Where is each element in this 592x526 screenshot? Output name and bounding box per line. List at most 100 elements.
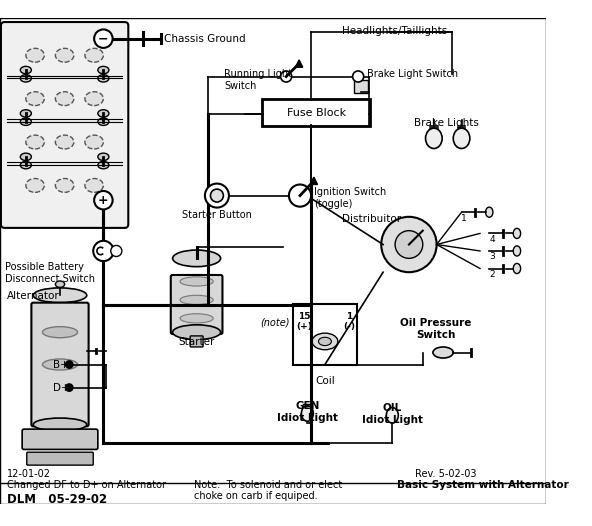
Ellipse shape (20, 118, 31, 125)
Ellipse shape (98, 110, 109, 117)
Ellipse shape (26, 178, 44, 193)
Text: 15
(+): 15 (+) (297, 312, 313, 331)
Ellipse shape (318, 337, 332, 346)
Text: Oil Pressure
Switch: Oil Pressure Switch (400, 318, 471, 340)
Ellipse shape (20, 161, 31, 169)
Text: 4: 4 (489, 235, 495, 244)
Ellipse shape (426, 128, 442, 148)
Text: +: + (98, 194, 109, 207)
Circle shape (281, 71, 292, 82)
Ellipse shape (180, 295, 213, 305)
Circle shape (353, 71, 363, 82)
Ellipse shape (56, 48, 74, 62)
Text: Starter Button: Starter Button (182, 210, 252, 220)
FancyBboxPatch shape (190, 336, 203, 347)
Text: Ignition Switch
(toggle): Ignition Switch (toggle) (314, 187, 386, 209)
Text: OIL
Idiot Light: OIL Idiot Light (362, 403, 423, 425)
Circle shape (94, 29, 112, 48)
Ellipse shape (33, 418, 87, 431)
Text: Headlights/Taillights: Headlights/Taillights (342, 26, 447, 36)
Ellipse shape (513, 228, 520, 238)
Circle shape (111, 246, 122, 257)
FancyBboxPatch shape (353, 80, 368, 93)
Ellipse shape (173, 250, 221, 267)
Circle shape (211, 189, 223, 202)
Circle shape (93, 241, 114, 261)
FancyBboxPatch shape (1, 22, 128, 228)
Text: Note:  To solenoid and or elect
choke on carb if equiped.: Note: To solenoid and or elect choke on … (194, 480, 342, 501)
Polygon shape (295, 60, 303, 67)
Ellipse shape (85, 135, 104, 149)
Text: 3: 3 (489, 252, 495, 261)
Circle shape (289, 185, 311, 207)
Circle shape (381, 217, 437, 272)
Text: Brake Light Switch: Brake Light Switch (368, 69, 459, 79)
Ellipse shape (453, 128, 470, 148)
Ellipse shape (98, 153, 109, 160)
Ellipse shape (56, 135, 74, 149)
Text: Fuse Block: Fuse Block (287, 107, 346, 117)
Ellipse shape (98, 161, 109, 169)
Circle shape (66, 361, 73, 368)
Text: 1: 1 (461, 214, 467, 222)
Ellipse shape (513, 264, 520, 274)
Polygon shape (310, 177, 317, 185)
Text: Running Light
Switch: Running Light Switch (224, 69, 292, 90)
Ellipse shape (98, 66, 109, 74)
Ellipse shape (20, 153, 31, 160)
Ellipse shape (312, 333, 338, 350)
Ellipse shape (20, 75, 31, 82)
Text: Alternator: Alternator (7, 291, 60, 301)
Text: Possible Battery
Disconnect Switch: Possible Battery Disconnect Switch (5, 262, 95, 284)
Ellipse shape (433, 347, 453, 358)
Text: Changed DF to D+ on Alternator: Changed DF to D+ on Alternator (7, 480, 166, 490)
Ellipse shape (173, 325, 221, 340)
Ellipse shape (98, 118, 109, 125)
Text: Distribuitor: Distribuitor (342, 214, 401, 224)
Ellipse shape (85, 178, 104, 193)
Ellipse shape (180, 277, 213, 286)
FancyBboxPatch shape (262, 99, 370, 126)
Ellipse shape (301, 406, 313, 421)
Circle shape (395, 231, 423, 258)
Ellipse shape (20, 110, 31, 117)
Ellipse shape (43, 327, 78, 338)
Text: Coil: Coil (315, 376, 335, 386)
FancyBboxPatch shape (22, 429, 98, 449)
Ellipse shape (56, 178, 74, 193)
Ellipse shape (33, 288, 87, 302)
Circle shape (94, 191, 112, 209)
Ellipse shape (56, 281, 65, 287)
Text: (note): (note) (260, 318, 290, 328)
Ellipse shape (85, 92, 104, 106)
Ellipse shape (20, 66, 31, 74)
FancyBboxPatch shape (27, 452, 93, 465)
Text: D+: D+ (53, 382, 69, 392)
Ellipse shape (98, 75, 109, 82)
Text: B+: B+ (53, 359, 68, 369)
Text: Basic System with Alternator: Basic System with Alternator (397, 480, 569, 490)
Ellipse shape (387, 408, 398, 423)
Ellipse shape (26, 48, 44, 62)
Text: DLM   05-29-02: DLM 05-29-02 (7, 493, 108, 506)
Ellipse shape (26, 92, 44, 106)
Text: GEN
Idiot Light: GEN Idiot Light (277, 401, 338, 423)
Ellipse shape (180, 313, 213, 323)
Text: Rev. 5-02-03: Rev. 5-02-03 (416, 469, 477, 479)
Text: Chassis Ground: Chassis Ground (165, 34, 246, 44)
Text: Brake Lights: Brake Lights (414, 118, 479, 128)
FancyBboxPatch shape (292, 304, 357, 366)
Ellipse shape (485, 207, 493, 217)
Text: 1
(-): 1 (-) (343, 312, 355, 331)
Circle shape (66, 384, 73, 391)
Text: Starter: Starter (178, 337, 215, 347)
Text: 2: 2 (489, 270, 495, 279)
Circle shape (205, 184, 229, 208)
Ellipse shape (513, 246, 520, 256)
Ellipse shape (85, 48, 104, 62)
Ellipse shape (56, 92, 74, 106)
FancyBboxPatch shape (170, 275, 223, 334)
Ellipse shape (43, 359, 78, 370)
FancyBboxPatch shape (31, 302, 89, 427)
Text: 12-01-02: 12-01-02 (7, 469, 52, 479)
